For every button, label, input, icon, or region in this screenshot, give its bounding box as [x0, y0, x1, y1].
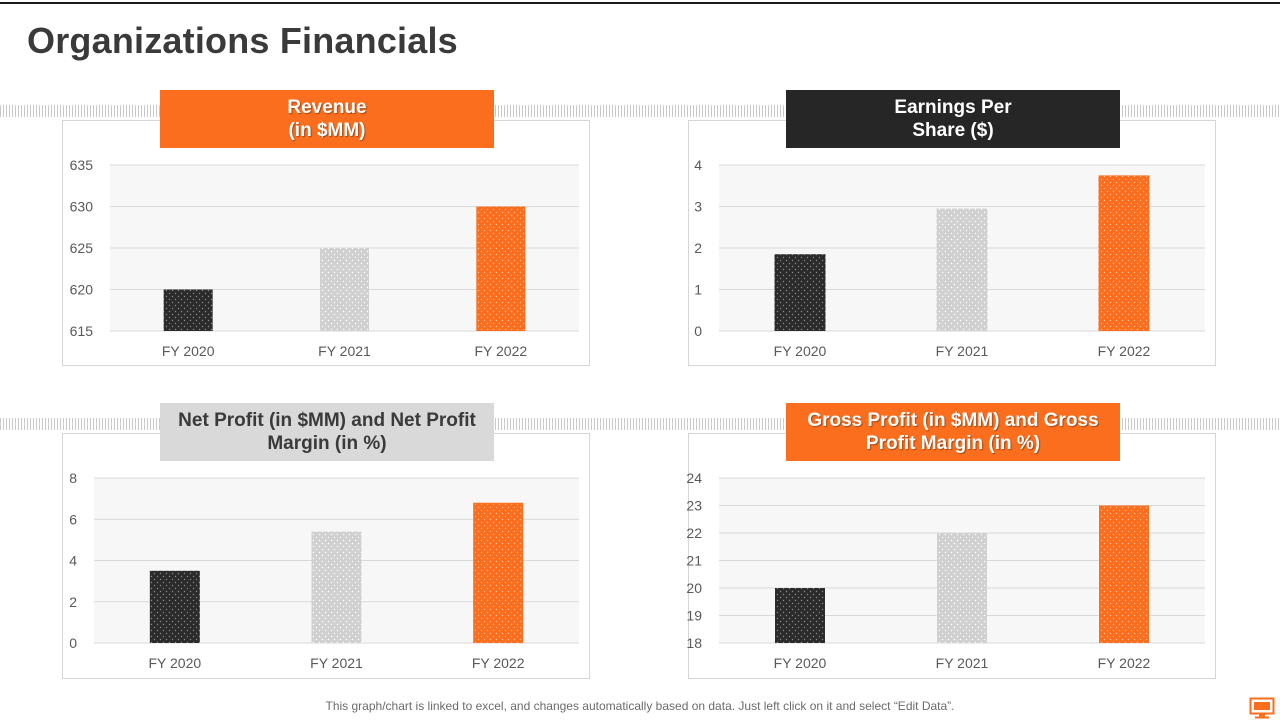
y-tick-label: 3: [694, 199, 702, 215]
y-tick-label: 22: [686, 525, 702, 541]
page-title: Organizations Financials: [27, 20, 458, 61]
bar-fy-2021[interactable]: [320, 248, 369, 331]
x-tick-label: FY 2022: [1098, 655, 1151, 671]
y-tick-label: 2: [694, 240, 702, 256]
eps-chart-title: Earnings Per Share ($): [786, 90, 1120, 148]
top-rule: [0, 2, 1280, 4]
net-profit-chart: 0 2 4 6 8 FY 2020 FY 2021 FY 2022: [69, 470, 579, 671]
net-profit-chart-panel[interactable]: 0 2 4 6 8 FY 2020 FY 2021 FY 2022: [62, 433, 590, 679]
x-tick-label: FY 2021: [318, 343, 371, 359]
bar-fy-2021[interactable]: [936, 208, 988, 331]
y-tick-label: 6: [69, 511, 77, 527]
bar-fy-2021[interactable]: [937, 533, 987, 643]
bar-fy-2021[interactable]: [311, 531, 362, 643]
bar-fy-2022[interactable]: [476, 206, 526, 332]
y-tick-label: 2: [69, 594, 77, 610]
x-tick-label: FY 2022: [474, 343, 527, 359]
x-tick-label: FY 2021: [936, 655, 989, 671]
footer-note: This graph/chart is linked to excel, and…: [325, 699, 955, 713]
net-profit-chart-title-text: Net Profit (in $MM) and Net Profit Margi…: [178, 410, 476, 454]
y-tick-label: 1: [694, 282, 702, 298]
revenue-chart: 615 620 625 630 635 FY 2020 FY 2021 FY 2022: [70, 157, 579, 359]
bar-fy-2020[interactable]: [774, 254, 826, 331]
gross-profit-chart-title-text: Gross Profit (in $MM) and Gross Profit M…: [807, 410, 1099, 454]
bar-fy-2020[interactable]: [775, 588, 825, 643]
x-tick-label: FY 2020: [774, 655, 827, 671]
bar-fy-2020[interactable]: [163, 289, 213, 332]
x-tick-label: FY 2022: [1098, 343, 1151, 359]
y-tick-label: 4: [694, 157, 702, 173]
revenue-chart-title-text: Revenue (in $MM): [287, 97, 367, 141]
y-tick-label: 18: [686, 635, 702, 651]
eps-chart-panel[interactable]: 0 1 2 3 4 FY 2020 FY 2021 FY 2022: [688, 120, 1216, 366]
y-tick-label: 635: [70, 157, 94, 173]
gross-profit-chart: 18 19 20 21 22 23 24 FY 2020 FY 2021 FY 2022: [686, 470, 1205, 671]
gross-profit-chart-panel[interactable]: 18 19 20 21 22 23 24 FY 2020 FY 2021 FY 2022: [686, 433, 1216, 679]
y-tick-label: 0: [694, 323, 702, 339]
y-tick-label: 24: [686, 470, 702, 486]
net-profit-chart-title: Net Profit (in $MM) and Net Profit Margi…: [160, 403, 494, 461]
y-tick-label: 630: [70, 199, 94, 215]
y-tick-label: 8: [69, 470, 77, 486]
x-tick-label: FY 2020: [774, 343, 827, 359]
y-tick-label: 4: [69, 553, 77, 569]
y-tick-label: 615: [70, 323, 94, 339]
y-tick-label: 625: [70, 240, 94, 256]
y-tick-label: 21: [686, 553, 702, 569]
y-tick-label: 620: [70, 282, 94, 298]
y-tick-label: 23: [686, 498, 702, 514]
x-tick-label: FY 2021: [310, 655, 363, 671]
revenue-chart-panel[interactable]: 615 620 625 630 635 FY 2020 FY 2021 FY 2022: [62, 120, 590, 366]
bar-fy-2022[interactable]: [1098, 175, 1150, 331]
eps-chart: 0 1 2 3 4 FY 2020 FY 2021 FY 2022: [694, 157, 1205, 359]
bar-fy-2022[interactable]: [1099, 505, 1149, 644]
bar-fy-2020[interactable]: [149, 570, 200, 643]
y-tick-label: 0: [69, 635, 77, 651]
gross-profit-chart-title: Gross Profit (in $MM) and Gross Profit M…: [786, 403, 1120, 461]
x-tick-label: FY 2020: [162, 343, 215, 359]
y-tick-label: 20: [686, 580, 702, 596]
revenue-chart-title: Revenue (in $MM): [160, 90, 494, 148]
eps-chart-title-text: Earnings Per Share ($): [894, 97, 1012, 141]
x-tick-label: FY 2020: [148, 655, 201, 671]
y-tick-label: 19: [686, 608, 702, 624]
x-tick-label: FY 2021: [936, 343, 989, 359]
monitor-icon[interactable]: [1249, 697, 1275, 719]
bar-fy-2022[interactable]: [473, 502, 524, 643]
x-tick-label: FY 2022: [472, 655, 525, 671]
